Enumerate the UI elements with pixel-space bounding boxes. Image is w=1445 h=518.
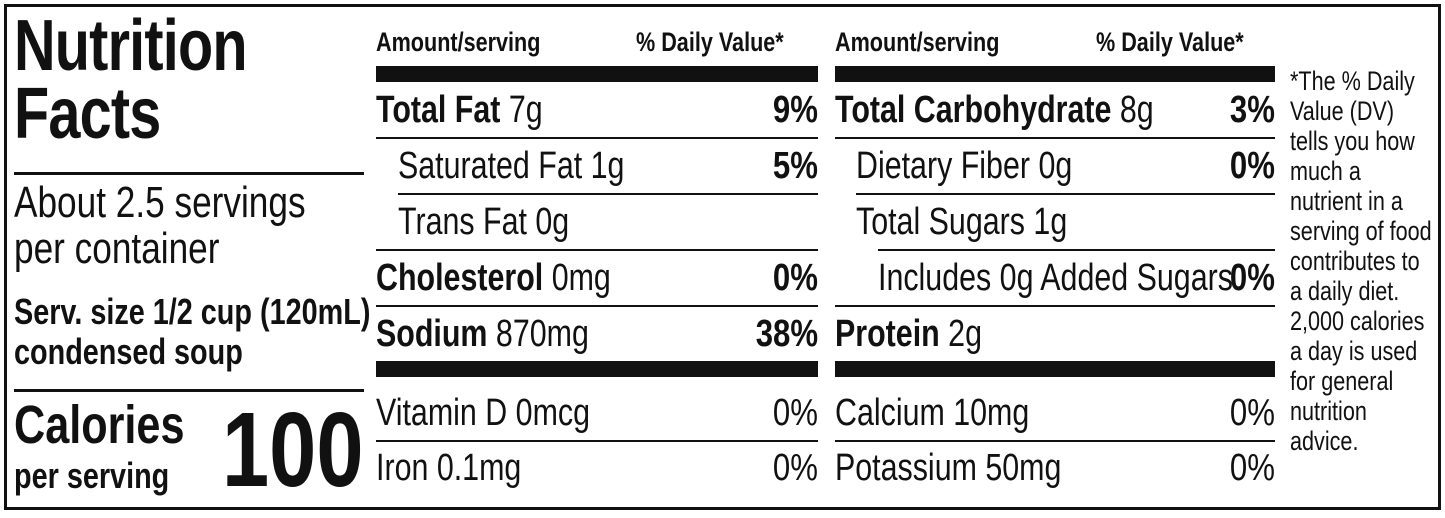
title-line-1: Nutrition	[14, 6, 248, 86]
serving-size: Serv. size 1/2 cup (120mL) condensed sou…	[14, 292, 460, 372]
daily-value: 0%	[1229, 145, 1275, 187]
daily-value: 0%	[1229, 392, 1275, 434]
row-divider	[856, 193, 1275, 195]
row-divider	[878, 249, 1275, 251]
nutrient-amount: 2g	[948, 313, 982, 355]
thick-rule-right	[835, 66, 1275, 82]
daily-value: 5%	[772, 145, 818, 187]
row-divider	[376, 305, 818, 307]
nutrient-name: Protein	[835, 313, 940, 355]
thick-rule-vitamins-left	[376, 361, 818, 377]
serving-size-line-1: Serv. size 1/2 cup (120mL)	[14, 291, 371, 332]
row-divider	[835, 440, 1275, 442]
nutrient-name: Total Carbohydrate	[835, 89, 1112, 131]
calories-sub-label: per serving	[14, 455, 170, 496]
nutrient-amount: 7g	[508, 89, 543, 131]
row-cholesterol: Cholesterol 0mg 0%	[376, 256, 818, 300]
nutrient-amount: 870mg	[495, 313, 589, 355]
calories-label: Calories	[14, 395, 185, 455]
daily-value: 0%	[772, 257, 818, 299]
row-trans-fat: Trans Fat 0g	[398, 201, 570, 243]
nutrient-name: Total Fat	[376, 89, 501, 131]
row-total-carbohydrate: Total Carbohydrate 8g 3%	[835, 88, 1275, 132]
row-divider	[376, 137, 818, 139]
daily-value: 38%	[755, 313, 818, 355]
serving-size-line-2: condensed soup	[14, 331, 243, 372]
daily-value: 0%	[772, 392, 818, 434]
daily-value: 3%	[1229, 89, 1275, 131]
servings-per-container: About 2.5 servings per container	[14, 180, 378, 272]
row-total-fat: Total Fat 7g 9%	[376, 88, 818, 132]
header-dv-right: % Daily Value*	[1096, 27, 1244, 57]
servings-line-2: per container	[14, 224, 220, 273]
nutrition-label	[4, 4, 1441, 510]
calories-value: 100	[222, 391, 364, 509]
daily-value: 9%	[772, 89, 818, 131]
row-potassium: Potassium 50mg 0%	[835, 447, 1275, 489]
row-divider	[835, 137, 1275, 139]
nutrient-name: Sodium	[376, 313, 488, 355]
row-divider	[376, 249, 818, 251]
servings-line-1: About 2.5 servings	[14, 178, 306, 227]
header-dv-left: % Daily Value*	[636, 27, 784, 57]
row-saturated-fat: Saturated Fat 1g 5%	[398, 145, 818, 187]
daily-value: 0%	[1229, 447, 1275, 489]
thick-rule-left	[376, 66, 818, 82]
row-divider	[398, 193, 818, 195]
thick-rule-vitamins-right	[835, 361, 1275, 377]
divider-calories	[14, 389, 364, 392]
divider-title	[14, 172, 364, 175]
nutrient-amount: 0mg	[551, 257, 611, 299]
row-vitamin-d: Vitamin D 0mcg 0%	[376, 392, 818, 434]
row-total-sugars: Total Sugars 1g	[856, 201, 1068, 243]
row-dietary-fiber: Dietary Fiber 0g 0%	[856, 145, 1275, 187]
row-added-sugars: Includes 0g Added Sugars 0%	[878, 257, 1275, 299]
row-calcium: Calcium 10mg 0%	[835, 392, 1275, 434]
row-iron: Iron 0.1mg 0%	[376, 447, 818, 489]
title-line-2: Facts	[14, 74, 161, 154]
daily-value: 0%	[1229, 257, 1275, 299]
nutrient-amount: 8g	[1119, 89, 1154, 131]
header-amount-right: Amount/serving	[835, 27, 1000, 57]
row-protein: Protein 2g	[835, 312, 1275, 356]
header-amount-left: Amount/serving	[376, 27, 541, 57]
nutrient-name: Cholesterol	[376, 257, 544, 299]
daily-value-footnote: *The % Daily Value (DV) tells you how mu…	[1290, 66, 1432, 456]
row-divider	[835, 305, 1275, 307]
row-divider	[376, 440, 818, 442]
label-title: Nutrition Facts	[14, 6, 305, 154]
row-sodium: Sodium 870mg 38%	[376, 312, 818, 356]
daily-value: 0%	[772, 447, 818, 489]
